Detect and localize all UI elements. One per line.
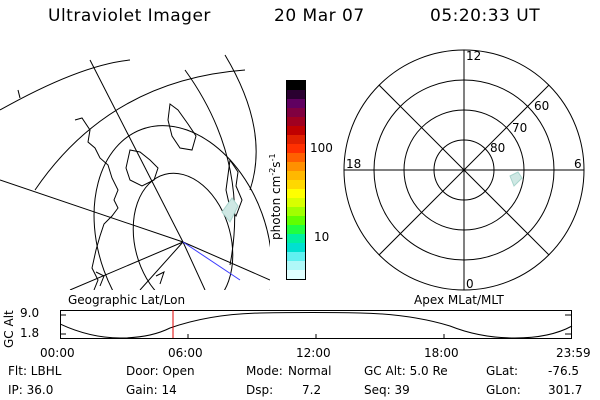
glon-label: GLon:: [486, 383, 521, 397]
altitude-strip: [60, 310, 573, 339]
coastline: [17, 89, 21, 99]
gc-alt-tick-high: 9.0: [20, 306, 40, 320]
ip-info: IP: 36.0: [8, 383, 54, 397]
colorbar-swatch: [287, 225, 305, 234]
map-grid-line: [69, 241, 184, 290]
colorbar-label: photon cm-2s-1: [268, 153, 283, 240]
dsp-label: Dsp:: [246, 383, 274, 397]
coastline: [74, 117, 119, 290]
gain-info: Gain: 14: [126, 383, 177, 397]
glon-value: 301.7: [548, 383, 583, 397]
gc-alt-info: GC Alt: 5.0 Re: [364, 364, 448, 378]
colorbar-swatch: [287, 126, 305, 135]
aurora-patch-polar: [509, 171, 523, 187]
coastline: [167, 103, 197, 151]
colorbar-swatch: [287, 234, 305, 243]
colorbar-swatch: [287, 99, 305, 108]
dsp-value: 7.2: [302, 383, 322, 397]
polar-diagonal: [378, 84, 550, 256]
mlt-label-18: 18: [346, 157, 361, 171]
colorbar-swatch: [287, 135, 305, 144]
lat-label-80: 80: [490, 141, 505, 155]
colorbar-tick-10: 10: [314, 230, 330, 244]
colorbar: [286, 80, 306, 280]
apex-label: Apex MLat/MLT: [414, 293, 504, 307]
geographic-label: Geographic Lat/Lon: [68, 293, 186, 307]
colorbar-swatch: [287, 243, 305, 252]
coastline: [95, 271, 105, 287]
seq-info: Seq: 39: [364, 383, 410, 397]
map-grid-line: [184, 69, 236, 266]
polar-plot: 12 0 18 6 60 70 80: [343, 49, 585, 291]
map-grid-line: [34, 69, 246, 191]
gc-alt-tick-low: 1.8: [20, 326, 40, 340]
track-line: [182, 241, 241, 281]
map-grid-line: [224, 54, 257, 191]
time-label: 05:20:33 UT: [430, 6, 541, 26]
coastline: [225, 158, 243, 218]
map-grid-line: [139, 241, 184, 290]
colorbar-swatch: [287, 180, 305, 189]
colorbar-swatch: [287, 90, 305, 99]
lat-label-60: 60: [534, 99, 549, 113]
lat-label-70: 70: [512, 121, 527, 135]
colorbar-swatch: [287, 171, 305, 180]
colorbar-swatch: [287, 261, 305, 270]
colorbar-swatch: [287, 252, 305, 261]
gc-alt-axis-label: GC Alt: [2, 310, 16, 348]
time-tick-2359: 23:59: [556, 346, 591, 360]
colorbar-swatch: [287, 270, 305, 279]
altitude-curve: [60, 312, 573, 339]
glat-value: -76.5: [548, 364, 580, 378]
colorbar-swatch: [287, 144, 305, 153]
map-parallel: [93, 125, 270, 290]
map-parallel: [132, 172, 234, 290]
time-tick-0600: 06:00: [168, 346, 203, 360]
colorbar-swatch: [287, 108, 305, 117]
mode-label: Mode:: [246, 364, 283, 378]
colorbar-tick-100: 100: [310, 141, 333, 155]
colorbar-swatch: [287, 189, 305, 198]
filter-info: Flt: LBHL: [8, 364, 62, 378]
geographic-map: [0, 54, 270, 290]
colorbar-swatch: [287, 162, 305, 171]
colorbar-swatch: [287, 216, 305, 225]
colorbar-swatch: [287, 207, 305, 216]
time-tick-1800: 18:00: [424, 346, 459, 360]
mlt-label-12: 12: [466, 49, 481, 63]
mode-value: Normal: [288, 364, 332, 378]
coastline: [155, 271, 165, 285]
mlt-label-0: 0: [466, 277, 474, 291]
map-parallel: [0, 59, 131, 111]
colorbar-swatch: [287, 198, 305, 207]
instrument-title: Ultraviolet Imager: [48, 6, 211, 26]
glat-label: GLat:: [486, 364, 519, 378]
mlt-label-6: 6: [574, 157, 582, 171]
colorbar-swatch: [287, 81, 305, 90]
door-info: Door: Open: [126, 364, 195, 378]
colorbar-swatch: [287, 153, 305, 162]
date-label: 20 Mar 07: [274, 6, 365, 26]
aurora-patch: [221, 197, 239, 223]
coastline: [125, 149, 159, 187]
colorbar-swatch: [287, 117, 305, 126]
time-tick-0000: 00:00: [40, 346, 75, 360]
time-tick-1200: 12:00: [296, 346, 331, 360]
map-grid-line: [182, 241, 206, 290]
